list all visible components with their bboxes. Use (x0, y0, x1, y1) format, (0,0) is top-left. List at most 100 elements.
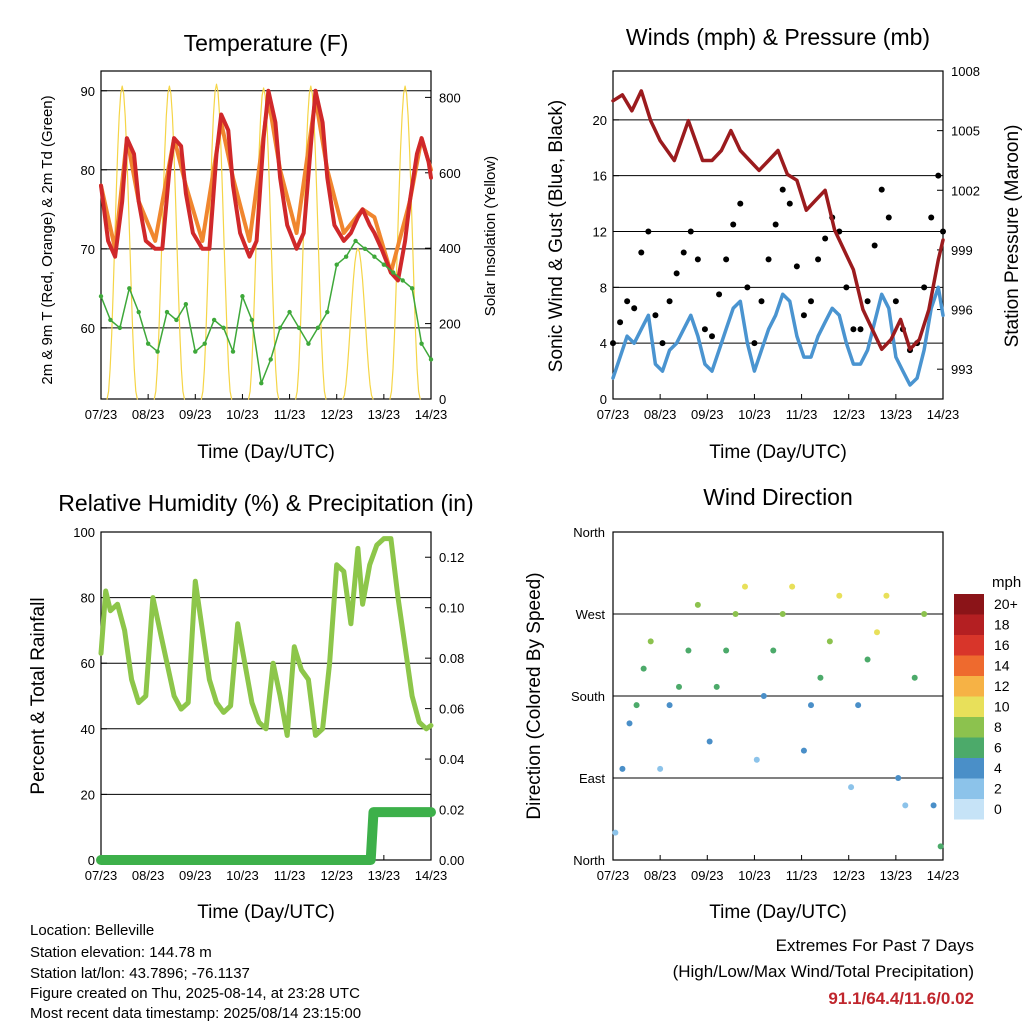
speed-legend-label: 6 (994, 740, 1002, 756)
speed-legend-label: 14 (994, 658, 1010, 674)
winds-x-label: Time (Day/UTC) (709, 442, 847, 463)
rh-y2-tick-label: 0.10 (439, 601, 464, 616)
wind-direction-point (921, 611, 928, 617)
station-pressure-line (611, 89, 945, 352)
gust-point (815, 256, 822, 263)
wind-direction-point (836, 592, 843, 599)
temperature-x-tick-label: 10/23 (226, 407, 259, 422)
rh-y2-tick-label: 0.02 (439, 803, 464, 818)
direction-y-tick-label: South (571, 689, 605, 704)
rh-y-tick-label: 60 (81, 656, 95, 671)
speed-legend-swatch (954, 758, 984, 779)
total-rainfall-line (96, 807, 436, 865)
wind-direction-point (770, 647, 777, 654)
gust-point (730, 221, 737, 228)
wind-direction-point (640, 665, 647, 672)
winds-y2-tick-label: 1005 (951, 124, 980, 139)
winds-left-axis-label: Sonic Wind & Gust (Blue, Black) (546, 100, 567, 372)
info-location: Location: Belleville (30, 922, 155, 939)
speed-legend-label: 2 (994, 781, 1002, 797)
gust-point (758, 298, 765, 305)
gust-point (843, 284, 850, 291)
temperature-x-label: Time (Day/UTC) (197, 442, 335, 463)
temperature-title: Temperature (F) (184, 30, 349, 56)
rh-title: Relative Humidity (%) & Precipitation (i… (58, 490, 473, 516)
wind-direction-point (626, 720, 633, 727)
extremes-values: 91.1/64.4/11.6/0.02 (828, 989, 974, 1008)
wind-direction-point (619, 765, 626, 772)
wind-direction-point (760, 693, 767, 699)
gust-point (680, 249, 687, 256)
solar-insolation-curve (153, 85, 185, 400)
gust-point (892, 298, 899, 305)
winds-y-tick-label: 20 (593, 113, 607, 128)
rh-x-tick-label: 13/23 (368, 868, 401, 883)
gust-point (751, 340, 758, 347)
wind-direction-point (883, 592, 890, 599)
winds-y-tick-label: 12 (593, 225, 607, 240)
wind-direction-point (676, 683, 682, 690)
temperature-y2-tick-label: 600 (439, 166, 461, 181)
gust-point (857, 326, 864, 333)
wind-direction-point (902, 802, 909, 809)
rh-y-tick-label: 0 (88, 853, 95, 868)
temperature-x-tick-label: 12/23 (320, 407, 353, 422)
wind-direction-point (753, 756, 760, 763)
temperature-y2-tick-label: 200 (439, 317, 461, 332)
gust-point (645, 228, 652, 235)
gust-point (786, 200, 793, 207)
rh-x-label: Time (Day/UTC) (197, 902, 335, 923)
temperature-y2-tick-label: 0 (439, 392, 446, 407)
direction-title: Wind Direction (703, 484, 853, 510)
speed-legend-label: 18 (994, 617, 1010, 633)
gust-point (694, 256, 701, 263)
winds-x-tick-label: 12/23 (832, 407, 865, 422)
direction-x-tick-label: 08/23 (644, 868, 677, 883)
gust-point (793, 263, 800, 270)
rh-y2-tick-label: 0.06 (439, 702, 464, 717)
winds-title: Winds (mph) & Pressure (mb) (626, 24, 930, 50)
direction-x-tick-label: 10/23 (738, 868, 771, 883)
wind-direction-point (657, 765, 664, 772)
rh-y2-tick-label: 0.12 (439, 550, 464, 565)
wind-direction-point (826, 638, 833, 645)
wind-direction-point (713, 683, 720, 690)
winds-x-tick-label: 14/23 (927, 407, 960, 422)
speed-legend-swatch (954, 676, 984, 697)
gust-point (878, 186, 885, 193)
winds-x-tick-label: 07/23 (597, 407, 630, 422)
wind-direction-point (937, 843, 944, 850)
gust-point (928, 214, 935, 221)
rh-y2-tick-label: 0.08 (439, 651, 464, 666)
wind-direction-point (647, 638, 654, 645)
speed-legend-title: mph (992, 574, 1021, 591)
speed-legend-label: 0 (994, 801, 1002, 817)
speed-legend-label: 16 (994, 637, 1010, 653)
wind-direction-point (779, 611, 786, 617)
direction-y-tick-label: North (573, 525, 605, 540)
winds-y-tick-label: 4 (600, 336, 607, 351)
wind-direction-point (848, 784, 855, 791)
wind-direction-point (874, 629, 880, 636)
winds-y2-tick-label: 1008 (951, 64, 980, 79)
gust-point (871, 242, 878, 249)
direction-x-tick-label: 07/23 (597, 868, 630, 883)
wind-direction-point (800, 747, 807, 754)
direction-left-axis-label: Direction (Colored By Speed) (524, 572, 545, 819)
winds-y-tick-label: 0 (600, 392, 607, 407)
wind-direction-point (911, 674, 918, 681)
gust-point (709, 333, 715, 340)
winds-y2-tick-label: 1002 (951, 183, 980, 198)
winds-y2-tick-label: 999 (951, 243, 973, 258)
wind-direction-point (732, 611, 739, 617)
info-elevation: Station elevation: 144.78 m (30, 944, 212, 961)
temperature-x-tick-label: 07/23 (85, 407, 118, 422)
temperature-x-tick-label: 08/23 (132, 407, 165, 422)
gust-point (638, 249, 645, 256)
wind-direction-point (817, 674, 824, 681)
speed-legend-label: 20+ (994, 596, 1018, 612)
wind-direction-point (789, 583, 796, 590)
wind-direction-point (723, 647, 730, 654)
rh-y-tick-label: 40 (81, 722, 95, 737)
winds-right-axis-label: Station Pressure (Maroon) (1002, 125, 1023, 348)
